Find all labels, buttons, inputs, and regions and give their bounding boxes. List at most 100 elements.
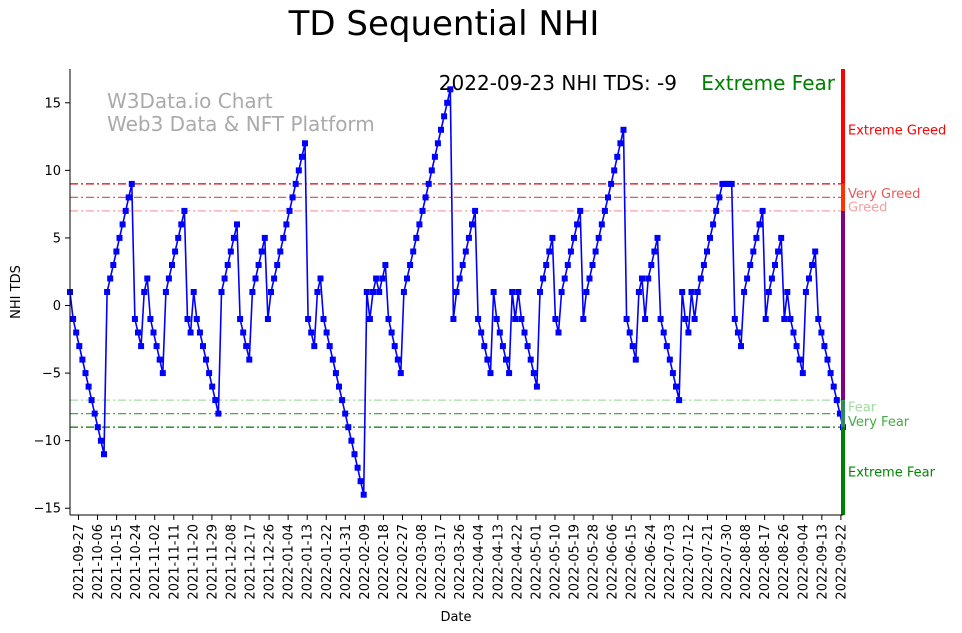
watermark-line-1: W3Data.io Chart — [107, 89, 273, 113]
data-point — [264, 316, 271, 322]
data-point — [351, 451, 358, 458]
zone-bar-segment — [841, 183, 845, 211]
data-point — [305, 316, 312, 322]
data-point — [524, 343, 531, 350]
data-point — [700, 262, 707, 268]
x-tick-label: 2022-04-13 — [491, 524, 506, 600]
data-point — [156, 356, 163, 363]
data-point — [394, 356, 401, 363]
data-point — [815, 316, 822, 322]
data-point — [286, 207, 293, 214]
data-point — [768, 275, 775, 282]
x-tick-label: 2022-02-27 — [396, 524, 411, 600]
data-point — [759, 207, 766, 214]
data-point — [73, 329, 80, 336]
data-point — [605, 194, 611, 201]
data-point — [688, 289, 695, 295]
x-tick-label: 2022-03-08 — [415, 524, 430, 600]
data-point — [317, 275, 324, 282]
data-point — [475, 316, 482, 322]
data-point — [635, 289, 642, 295]
data-point — [422, 194, 429, 201]
data-point — [379, 275, 386, 282]
data-point — [428, 167, 435, 174]
data-point — [836, 410, 843, 417]
data-point — [320, 316, 327, 322]
data-point — [478, 329, 485, 336]
data-point — [772, 262, 778, 268]
x-tick-label: 2022-06-24 — [644, 524, 659, 600]
data-point — [704, 248, 710, 255]
data-point — [598, 221, 605, 228]
data-point — [107, 275, 114, 282]
data-point — [218, 289, 225, 295]
x-ticks: 2021-09-27 2021-10-06 2021-10-15 2021-10-24… — [72, 515, 849, 600]
data-point — [249, 289, 256, 295]
data-point — [506, 370, 513, 377]
data-point — [363, 289, 370, 295]
data-point — [756, 221, 763, 228]
x-tick-label: 2021-11-20 — [186, 524, 201, 600]
data-point — [747, 262, 754, 268]
y-axis-label: NHI TDS — [9, 265, 24, 319]
data-point — [762, 316, 769, 322]
x-tick-label: 2022-09-22 — [834, 524, 849, 600]
data-point — [660, 329, 667, 336]
x-tick-label: 2022-09-04 — [796, 524, 811, 600]
data-point — [314, 289, 321, 295]
data-point — [713, 207, 720, 214]
data-point — [784, 289, 791, 295]
data-point — [574, 221, 581, 228]
data-point — [243, 343, 250, 350]
data-point — [181, 207, 188, 214]
data-point — [645, 275, 652, 282]
data-point — [246, 356, 253, 363]
data-point — [781, 316, 788, 322]
x-tick-label: 2021-12-17 — [244, 524, 259, 600]
data-point — [790, 329, 797, 336]
x-tick-label: 2022-02-18 — [377, 524, 392, 600]
data-point — [230, 234, 237, 241]
data-point — [676, 397, 683, 404]
x-axis-label: Date — [440, 610, 471, 625]
x-tick-label: 2021-11-11 — [167, 524, 182, 600]
data-point — [490, 289, 497, 295]
data-point — [444, 99, 451, 106]
data-point — [234, 221, 240, 228]
data-point — [561, 275, 568, 282]
data-point — [657, 316, 664, 322]
data-point — [311, 343, 318, 350]
y-tick-label: −10 — [34, 434, 61, 449]
data-point — [738, 343, 744, 350]
data-point — [345, 424, 352, 431]
data-point — [620, 126, 627, 133]
data-point — [728, 180, 735, 187]
zone-bar-segment — [841, 427, 845, 515]
data-point — [577, 207, 584, 214]
x-tick-label: 2022-04-22 — [510, 524, 525, 600]
data-point — [326, 343, 333, 350]
x-tick-label: 2021-10-15 — [110, 524, 125, 600]
data-point — [431, 153, 438, 160]
data-point — [308, 329, 315, 336]
data-point — [469, 221, 475, 228]
data-point — [193, 316, 200, 322]
data-point — [153, 343, 160, 350]
data-point — [175, 234, 182, 241]
data-point — [725, 180, 732, 187]
data-point — [632, 356, 639, 363]
data-point — [203, 356, 209, 363]
data-point — [731, 316, 738, 322]
data-point — [131, 316, 138, 322]
x-tick-label: 2021-11-29 — [205, 524, 220, 600]
data-point — [329, 356, 336, 363]
data-point — [530, 370, 537, 377]
data-point — [623, 316, 630, 322]
x-tick-label: 2021-12-26 — [263, 524, 278, 600]
data-point — [697, 275, 704, 282]
x-tick-label: 2022-07-12 — [682, 524, 697, 600]
data-point — [512, 316, 519, 322]
data-point — [719, 180, 726, 187]
data-point — [434, 140, 441, 147]
